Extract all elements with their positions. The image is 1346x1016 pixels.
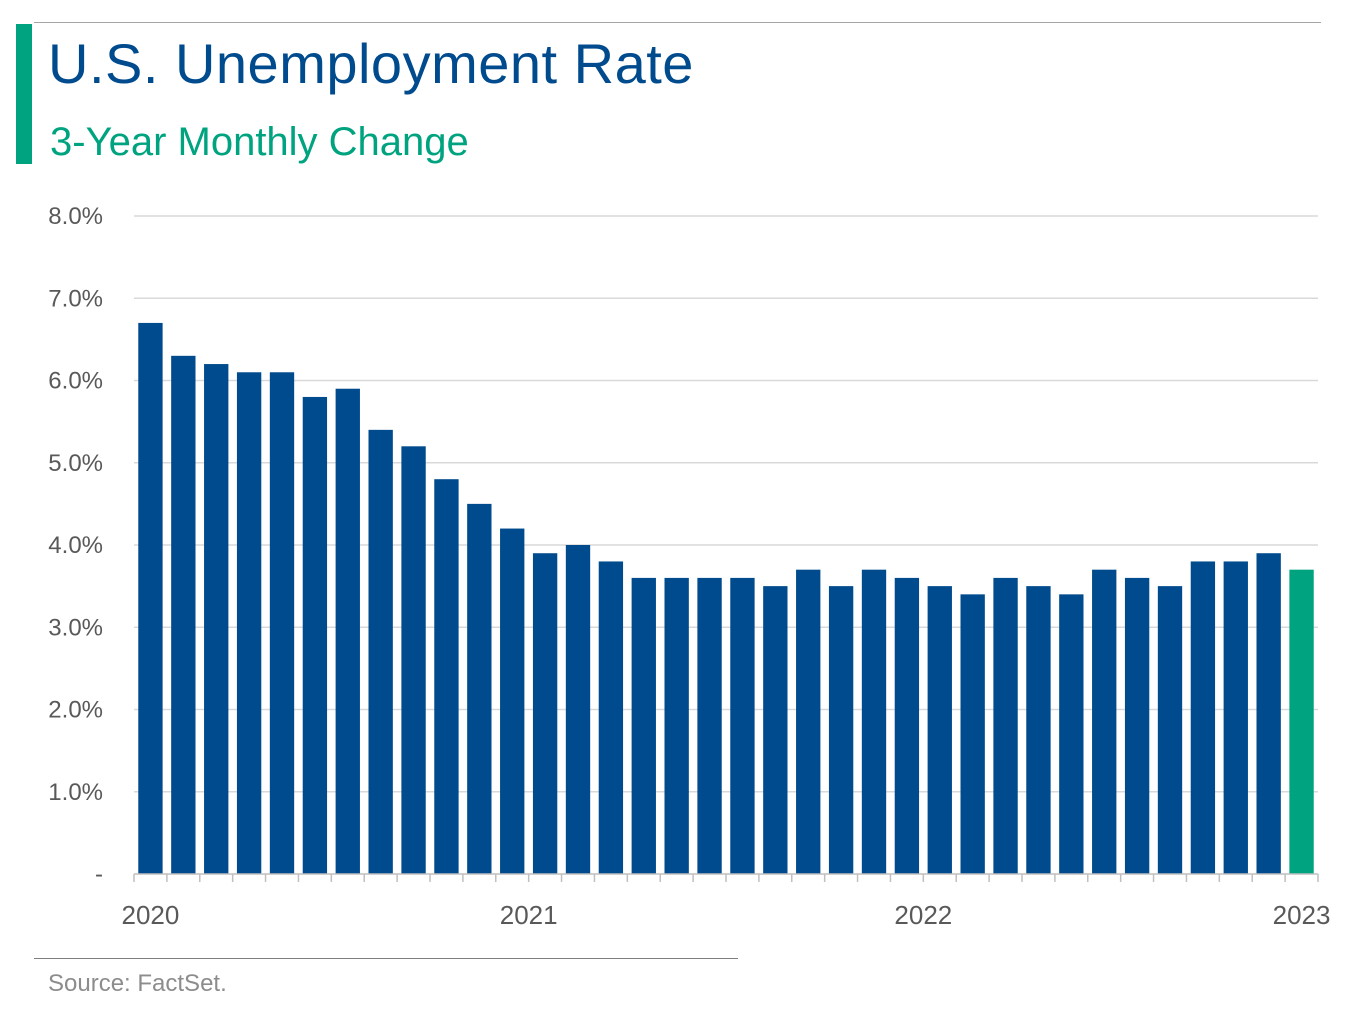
- bar: [368, 429, 393, 874]
- bar: [763, 586, 788, 874]
- x-tick-label: 2021: [500, 900, 558, 930]
- source-rule: [34, 958, 738, 959]
- bar: [828, 586, 854, 874]
- bar: [598, 561, 624, 874]
- y-tick-label: 3.0%: [48, 614, 103, 641]
- bar: [1256, 553, 1281, 874]
- bar: [401, 446, 426, 874]
- bar: [565, 545, 591, 874]
- y-tick-label: 1.0%: [48, 779, 103, 806]
- bar: [1059, 594, 1084, 874]
- bar: [1190, 561, 1216, 874]
- bar: [927, 586, 952, 874]
- bar: [335, 388, 360, 874]
- bar: [467, 503, 492, 874]
- chart-title: U.S. Unemployment Rate: [48, 32, 694, 95]
- bar: [960, 594, 985, 874]
- bar: [796, 569, 821, 874]
- bar: [204, 364, 229, 874]
- bar: [861, 569, 887, 874]
- bar: [1026, 586, 1051, 874]
- bar: [1124, 577, 1150, 874]
- y-tick-label: 5.0%: [48, 450, 103, 477]
- y-tick-label: 6.0%: [48, 368, 103, 395]
- x-tick-label: 2022: [894, 900, 952, 930]
- bar: [302, 396, 328, 874]
- bar: [434, 479, 459, 874]
- y-tick-label: 8.0%: [48, 203, 103, 230]
- bar: [1092, 569, 1117, 874]
- bar: [993, 577, 1018, 874]
- bar: [500, 528, 525, 874]
- x-tick-label: 2023: [1273, 900, 1331, 930]
- bar: [138, 322, 163, 874]
- bar: [236, 372, 262, 874]
- bar: [1289, 569, 1314, 874]
- bar: [697, 577, 722, 874]
- source-note: Source: FactSet.: [48, 970, 227, 997]
- chart-subtitle: 3-Year Monthly Change: [50, 120, 469, 164]
- y-tick-label: 2.0%: [48, 697, 103, 724]
- bar: [664, 577, 689, 874]
- y-tick-label: 7.0%: [48, 285, 103, 312]
- bar: [894, 577, 920, 874]
- y-tick-label: -: [95, 861, 103, 888]
- y-tick-label: 4.0%: [48, 532, 103, 559]
- accent-bar: [16, 24, 32, 164]
- bar: [269, 372, 295, 874]
- bar: [532, 553, 558, 874]
- bar: [631, 577, 656, 874]
- bar: [1223, 561, 1248, 874]
- bar: [171, 355, 196, 874]
- x-tick-label: 2020: [122, 900, 180, 930]
- bar: [1157, 586, 1183, 874]
- top-rule: [34, 22, 1321, 23]
- bar: [730, 577, 755, 874]
